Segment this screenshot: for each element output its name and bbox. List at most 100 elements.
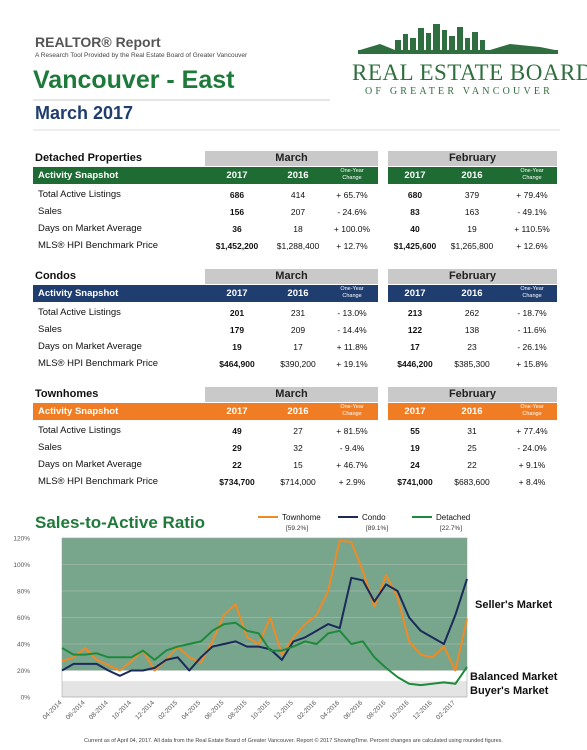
legend-value: [22.7%] <box>440 525 462 532</box>
cell: 122 <box>407 325 423 335</box>
y-tick-label: 0% <box>21 695 31 702</box>
column-header: 2016 <box>461 406 483 417</box>
zone-label: Buyer's Market <box>470 685 549 697</box>
snapshot-label: Activity Snapshot <box>38 406 119 417</box>
cell: + 9.1% <box>518 460 546 470</box>
cell: 25 <box>467 443 477 453</box>
column-header: One-Year Change <box>520 286 544 299</box>
cell: + 79.4% <box>516 190 548 200</box>
row-label: Days on Market Average <box>38 223 142 234</box>
row-label: Sales <box>38 324 62 335</box>
column-header: 2016 <box>287 170 309 181</box>
cell: + 100.0% <box>333 224 371 234</box>
section-title: Townhomes <box>35 388 99 400</box>
snapshot-bar <box>33 403 378 420</box>
row-label: Total Active Listings <box>38 307 121 318</box>
zone <box>62 538 467 671</box>
y-tick-label: 100% <box>13 562 30 569</box>
x-tick-label: 12-2016 <box>412 699 434 721</box>
column-header: 2017 <box>404 288 426 299</box>
cell: + 8.4% <box>518 477 546 487</box>
section-title: Detached Properties <box>35 152 142 164</box>
group-header: March <box>275 388 308 400</box>
x-tick-label: 04-2016 <box>319 699 341 721</box>
period: March 2017 <box>35 103 134 123</box>
section-title: Condos <box>35 270 76 282</box>
plot-border <box>61 537 468 698</box>
group-header-bar <box>388 151 557 166</box>
tagline: A Research Tool Provided by the Real Est… <box>35 52 248 59</box>
cell: + 46.7% <box>336 460 368 470</box>
group-header: March <box>275 152 308 164</box>
cell: - 24.6% <box>337 207 367 217</box>
cell: 17 <box>293 342 303 352</box>
cell: - 26.1% <box>517 342 547 352</box>
column-header: One-Year Change <box>340 286 364 299</box>
column-header: 2016 <box>461 288 483 299</box>
x-tick-label: 10-2015 <box>250 699 272 721</box>
cell: $390,200 <box>280 359 316 369</box>
x-tick-label: 12-2014 <box>134 699 156 721</box>
row-label: Sales <box>38 206 62 217</box>
column-header: 2017 <box>226 406 248 417</box>
column-header: One-Year Change <box>340 168 364 181</box>
cell: 414 <box>290 190 306 200</box>
group-header: February <box>448 152 497 164</box>
y-tick-label: 20% <box>17 668 30 675</box>
cell: 207 <box>290 207 306 217</box>
cell: 22 <box>467 460 477 470</box>
cell: 15 <box>293 460 303 470</box>
cell: - 24.0% <box>517 443 547 453</box>
logo-line1: REAL ESTATE BOARD <box>352 60 587 85</box>
cell: $385,300 <box>454 359 490 369</box>
snapshot-label: Activity Snapshot <box>38 170 119 181</box>
column-header: One-Year Change <box>520 404 544 417</box>
legend-value: [59.2%] <box>286 525 308 532</box>
legend-label: Condo <box>362 513 386 522</box>
x-tick-label: 02-2015 <box>157 699 179 721</box>
cell: $1,265,800 <box>450 241 494 251</box>
y-tick-label: 80% <box>17 589 30 596</box>
x-tick-label: 06-2016 <box>342 699 364 721</box>
legend-label: Detached <box>436 513 470 522</box>
group-header: February <box>448 270 497 282</box>
chart-title: Sales-to-Active Ratio <box>35 513 205 532</box>
zone <box>62 670 467 682</box>
cell: 83 <box>410 207 420 217</box>
snapshot-bar <box>388 285 557 302</box>
row-label: MLS® HPI Benchmark Price <box>38 476 158 487</box>
cell: 19 <box>467 224 477 234</box>
zone-label: Balanced Market <box>470 671 558 683</box>
row-label: Days on Market Average <box>38 341 142 352</box>
row-label: Total Active Listings <box>38 189 121 200</box>
cell: 17 <box>410 342 420 352</box>
cell: + 11.8% <box>336 342 368 352</box>
cell: - 49.1% <box>517 207 547 217</box>
legend-label: Townhome <box>282 513 321 522</box>
x-tick-label: 10-2014 <box>111 699 133 721</box>
cell: 19 <box>232 342 242 352</box>
group-header-bar <box>205 151 378 166</box>
x-tick-label: 02-2017 <box>435 699 457 721</box>
cell: 138 <box>464 325 480 335</box>
x-tick-label: 08-2014 <box>88 699 110 721</box>
cell: - 18.7% <box>517 308 547 318</box>
cell: $1,452,200 <box>215 241 259 251</box>
cell: + 12.6% <box>516 241 548 251</box>
cell: 156 <box>229 207 245 217</box>
cell: 680 <box>407 190 423 200</box>
cell: + 110.5% <box>514 224 550 234</box>
report-title: REALTOR® Report <box>35 34 161 50</box>
cell: 27 <box>293 426 303 436</box>
cell: - 11.6% <box>517 325 547 335</box>
x-tick-label: 12-2015 <box>273 699 295 721</box>
series-line <box>61 621 468 687</box>
cell: + 15.8% <box>516 359 548 369</box>
cell: 18 <box>293 224 303 234</box>
cell: $734,700 <box>219 477 255 487</box>
cell: 55 <box>410 426 420 436</box>
cell: 201 <box>229 308 245 318</box>
cell: + 77.4% <box>516 426 548 436</box>
cell: $741,000 <box>397 477 433 487</box>
